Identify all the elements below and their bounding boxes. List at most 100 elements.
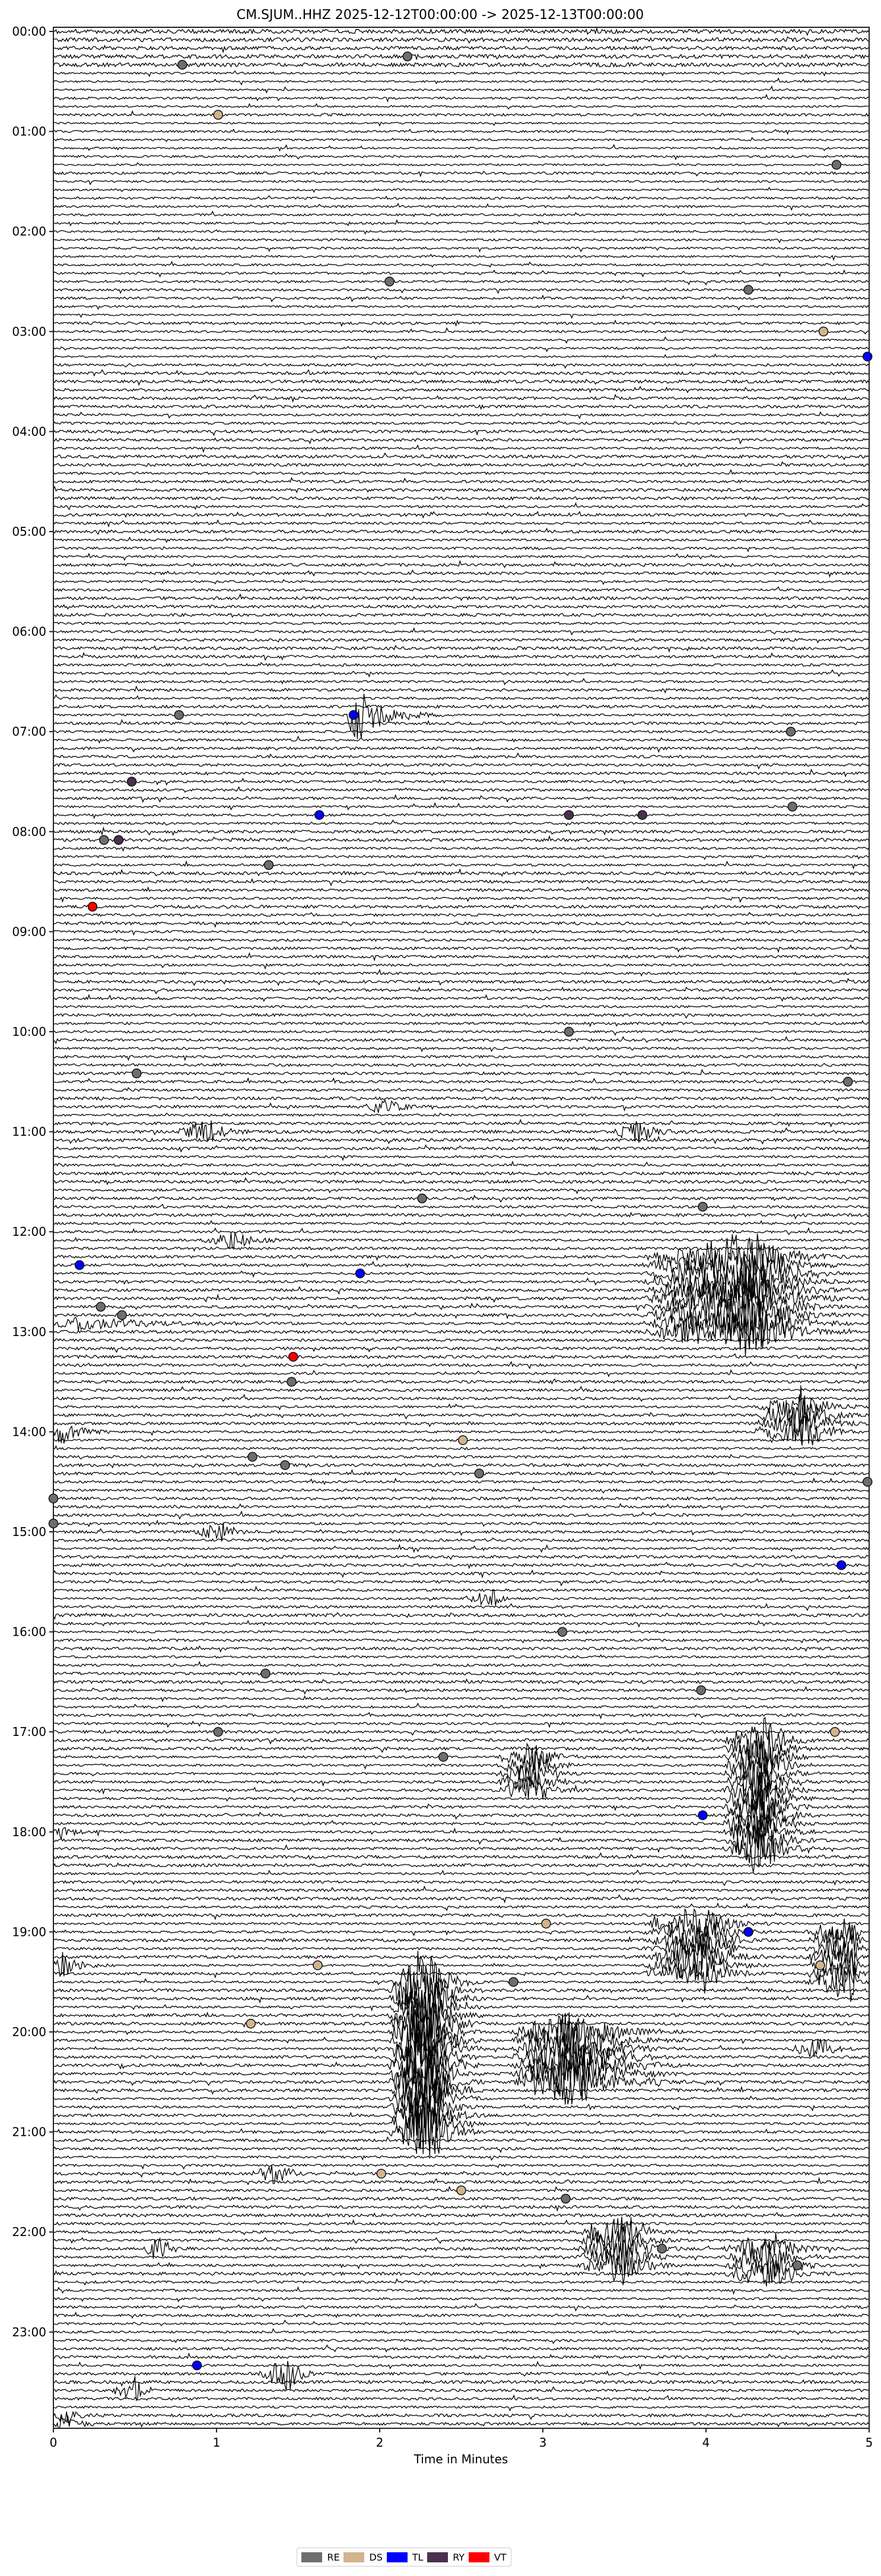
y-tick-label: 01:00 (12, 125, 46, 139)
event-marker-tl (355, 1268, 365, 1279)
event-marker-re (99, 835, 109, 845)
trace-row (53, 921, 869, 928)
trace-row (53, 287, 869, 294)
legend-item-tl: TL (386, 2551, 424, 2563)
event-marker-re (785, 726, 796, 737)
trace-row (53, 2219, 869, 2226)
trace-row (53, 170, 869, 178)
trace-row (53, 1879, 869, 1887)
trace-row (53, 2205, 869, 2212)
event-marker-re (843, 1077, 853, 1087)
event-marker-ry (126, 777, 137, 787)
trace-row (53, 1602, 869, 1611)
event-marker-re (564, 1026, 574, 1037)
legend-swatch (427, 2552, 449, 2562)
trace-row (53, 1346, 869, 1353)
event-marker-tl (743, 1927, 753, 1937)
trace-row (53, 546, 869, 553)
trace-row (53, 952, 869, 962)
trace-row (53, 162, 869, 167)
event-marker-re (213, 1726, 223, 1737)
y-tick-label: 07:00 (12, 724, 46, 739)
trace-row (53, 229, 869, 235)
trace-row (53, 2017, 869, 2078)
trace-row (53, 704, 869, 709)
trace-row (53, 1589, 869, 1606)
y-tick-label: 02:00 (12, 224, 46, 238)
trace-row (53, 1712, 869, 1720)
trace-row (53, 854, 869, 860)
trace-row (53, 103, 869, 110)
trace-row (53, 593, 869, 602)
trace-row (53, 569, 869, 578)
event-marker-re (117, 1310, 127, 1320)
y-tick-label: 22:00 (12, 2225, 46, 2239)
trace-row (53, 904, 869, 911)
trace-row (53, 1620, 869, 1628)
trace-row (53, 735, 869, 744)
x-tick-label: 4 (702, 2435, 710, 2450)
trace-row (53, 896, 869, 903)
trace-row (53, 94, 869, 103)
event-marker-re (743, 285, 753, 295)
trace-row (53, 469, 869, 475)
event-marker-re (561, 2193, 571, 2204)
trace-row (53, 2212, 869, 2218)
trace-row (53, 1736, 869, 1777)
trace-row (53, 860, 869, 870)
y-tick-label: 23:00 (12, 2325, 46, 2339)
trace-row (53, 685, 869, 694)
trace-row (53, 1360, 869, 1370)
trace-row (53, 994, 869, 1002)
event-marker-ds (541, 1919, 551, 1929)
trace-row (53, 559, 869, 568)
trace-row (53, 1577, 869, 1587)
trace-row (53, 1264, 869, 1305)
trace-row (53, 1486, 869, 1494)
trace-row (53, 2361, 869, 2391)
event-marker-re (384, 276, 395, 287)
trace-row (53, 527, 869, 535)
trace-row (53, 1496, 869, 1502)
trace-row (53, 768, 869, 778)
trace-row (53, 662, 869, 667)
y-tick-label: 00:00 (12, 24, 46, 39)
trace-row (53, 269, 869, 278)
event-marker-tl (698, 1810, 708, 1820)
trace-row (53, 476, 869, 484)
trace-row (53, 1519, 869, 1528)
trace-row (53, 612, 869, 618)
event-marker-ds (815, 1960, 825, 1970)
trace-row (53, 1661, 869, 1668)
trace-row (53, 730, 869, 734)
trace-row (53, 1171, 869, 1176)
trace-row (53, 1919, 869, 1949)
event-marker-re (657, 2244, 667, 2254)
y-tick-label: 08:00 (12, 825, 46, 839)
trace-row (53, 1537, 869, 1543)
event-marker-ry (564, 810, 574, 820)
legend-swatch (386, 2552, 408, 2562)
trace-row (53, 420, 869, 425)
trace-row (53, 393, 869, 403)
trace-row (53, 2082, 869, 2127)
trace-row (53, 2319, 869, 2327)
trace-row (53, 1020, 869, 1028)
trace-row (53, 1177, 869, 1185)
trace-row (53, 1013, 869, 1019)
trace-row (53, 1983, 869, 2033)
legend-label: TL (412, 2551, 424, 2563)
trace-row (53, 485, 869, 494)
trace-row (53, 2155, 869, 2161)
seismic-traces (53, 27, 869, 2428)
trace-row (53, 2163, 869, 2170)
trace-row (53, 404, 869, 411)
trace-row (53, 929, 869, 936)
trace-row (53, 1063, 869, 1067)
event-marker-ds (830, 1726, 840, 1737)
trace-row (53, 1585, 869, 1592)
event-marker-ds (818, 326, 829, 337)
y-tick-label: 10:00 (12, 1025, 46, 1039)
y-tick-label: 15:00 (12, 1525, 46, 1539)
trace-row (53, 962, 869, 970)
